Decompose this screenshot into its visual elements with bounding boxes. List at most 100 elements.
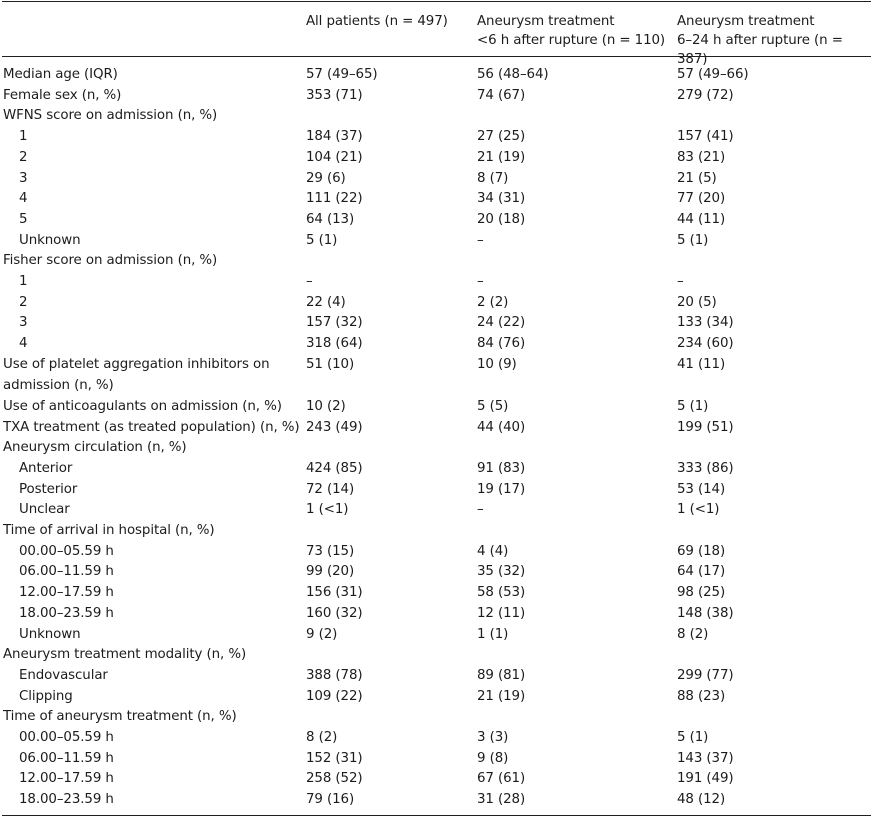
- cell-lt6h: 74 (67): [477, 87, 526, 103]
- cell-all-patients: 5 (1): [306, 232, 338, 248]
- cell-lt6h: 21 (19): [477, 688, 526, 704]
- row-label: Clipping: [19, 688, 73, 704]
- row-label: 00.00–05.59 h: [19, 543, 114, 559]
- cell-6to24h: 48 (12): [677, 792, 726, 808]
- cell-all-patients: 424 (85): [306, 460, 363, 476]
- cell-lt6h: 8 (7): [477, 170, 509, 186]
- cell-6to24h: 234 (60): [677, 336, 734, 352]
- row-label: Posterior: [19, 481, 78, 497]
- table-row: Aneurysm circulation (n, %): [2, 437, 871, 458]
- table-row: 18.00–23.59 h 79 (16) 31 (28) 48 (12): [2, 789, 871, 810]
- table-row: Posterior 72 (14) 19 (17) 53 (14): [2, 479, 871, 500]
- row-label: 12.00–17.59 h: [19, 771, 114, 787]
- cell-6to24h: 83 (21): [677, 149, 726, 165]
- cell-all-patients: –: [306, 274, 313, 289]
- cell-6to24h: 77 (20): [677, 191, 726, 207]
- cell-lt6h: 9 (8): [477, 750, 509, 766]
- header-lt6h: Aneurysm treatment <6 h after rupture (n…: [477, 12, 665, 50]
- cell-lt6h: 19 (17): [477, 481, 526, 497]
- table-row: 00.00–05.59 h 73 (15) 4 (4) 69 (18): [2, 541, 871, 562]
- row-label: 06.00–11.59 h: [19, 750, 114, 766]
- row-label: 1: [19, 129, 28, 145]
- table-row: 12.00–17.59 h 258 (52) 67 (61) 191 (49): [2, 768, 871, 789]
- table-row: 00.00–05.59 h 8 (2) 3 (3) 5 (1): [2, 727, 871, 748]
- cell-6to24h: 8 (2): [677, 626, 709, 642]
- cell-all-patients: 72 (14): [306, 481, 355, 497]
- cell-all-patients: 8 (2): [306, 730, 338, 745]
- cell-lt6h: 34 (31): [477, 191, 526, 207]
- row-label: 00.00–05.59 h: [19, 730, 114, 745]
- row-label: Anterior: [19, 460, 73, 476]
- cell-lt6h: –: [477, 502, 484, 518]
- row-label: 4: [19, 191, 28, 207]
- row-label: 12.00–17.59 h: [19, 585, 114, 601]
- table-top-rule: [2, 1, 871, 3]
- row-label: 2: [19, 149, 28, 165]
- cell-6to24h: 148 (38): [677, 605, 734, 621]
- cell-all-patients: 104 (21): [306, 149, 363, 165]
- table-row: Unknown 5 (1) – 5 (1): [2, 230, 871, 251]
- row-label: Endovascular: [19, 667, 108, 683]
- table-row: 3 157 (32) 24 (22) 133 (34): [2, 312, 871, 333]
- table-row: Time of arrival in hospital (n, %): [2, 520, 871, 541]
- cell-lt6h: 3 (3): [477, 730, 509, 745]
- cell-6to24h: 5 (1): [677, 730, 709, 745]
- cell-6to24h: 21 (5): [677, 170, 717, 186]
- table-row: Time of aneurysm treatment (n, %): [2, 706, 871, 727]
- cell-lt6h: 21 (19): [477, 149, 526, 165]
- cell-lt6h: 91 (83): [477, 460, 526, 476]
- cell-all-patients: 64 (13): [306, 211, 355, 227]
- header-rule: [2, 56, 871, 57]
- table-row: Median age (IQR) 57 (49–65) 56 (48–64) 57 (…: [2, 64, 871, 85]
- cell-6to24h: 5 (1): [677, 398, 709, 414]
- cell-lt6h: 58 (53): [477, 585, 526, 601]
- header-all-patients-text: All patients (n = 497): [306, 14, 448, 29]
- table-row: Female sex (n, %) 353 (71) 74 (67) 279 (72): [2, 85, 871, 106]
- row-label: Unknown: [19, 626, 81, 642]
- table-row: 4 318 (64) 84 (76) 234 (60): [2, 333, 871, 354]
- table-row: Aneurysm treatment modality (n, %): [2, 644, 871, 665]
- row-label: TXA treatment (as treated population) (n…: [3, 419, 300, 435]
- cell-all-patients: 353 (71): [306, 87, 363, 103]
- cell-6to24h: 64 (17): [677, 564, 726, 580]
- cell-all-patients: 156 (31): [306, 585, 363, 601]
- header-lt6h-line2: <6 h after rupture (n = 110): [477, 33, 666, 48]
- cell-all-patients: 51 (10): [306, 356, 355, 372]
- cell-all-patients: 152 (31): [306, 750, 363, 766]
- cell-6to24h: 44 (11): [677, 211, 726, 227]
- table-row: Unknown 9 (2) 1 (1) 8 (2): [2, 624, 871, 645]
- row-label: Time of arrival in hospital (n, %): [3, 523, 215, 538]
- cell-all-patients: 111 (22): [306, 191, 363, 207]
- cell-lt6h: –: [477, 274, 484, 289]
- cell-all-patients: 22 (4): [306, 294, 346, 310]
- row-label: 1: [19, 274, 28, 289]
- cell-lt6h: 84 (76): [477, 336, 526, 352]
- table-row: 4 111 (22) 34 (31) 77 (20): [2, 188, 871, 209]
- row-label: Unclear: [19, 502, 70, 518]
- table-row: 2 22 (4) 2 (2) 20 (5): [2, 292, 871, 313]
- cell-6to24h: 299 (77): [677, 667, 734, 683]
- cell-6to24h: 88 (23): [677, 688, 726, 704]
- table-row: Clipping 109 (22) 21 (19) 88 (23): [2, 686, 871, 707]
- header-lt6h-line1: Aneurysm treatment: [477, 14, 615, 29]
- cell-lt6h: 1 (1): [477, 626, 509, 642]
- table-row: Unclear 1 (<1) – 1 (<1): [2, 499, 871, 520]
- table-row: Fisher score on admission (n, %): [2, 250, 871, 271]
- row-label: Unknown: [19, 232, 81, 248]
- table-row: 1 184 (37) 27 (25) 157 (41): [2, 126, 871, 147]
- header-6to24h-line1: Aneurysm treatment: [677, 14, 815, 29]
- row-label: Use of anticoagulants on admission (n, %…: [3, 398, 282, 414]
- cell-6to24h: 41 (11): [677, 356, 726, 372]
- cell-6to24h: 53 (14): [677, 481, 726, 497]
- header-all-patients: All patients (n = 497): [306, 12, 448, 31]
- row-label: 4: [19, 336, 28, 352]
- table-row: Endovascular 388 (78) 89 (81) 299 (77): [2, 665, 871, 686]
- row-label: Time of aneurysm treatment (n, %): [3, 709, 237, 725]
- cell-6to24h: 199 (51): [677, 419, 734, 435]
- row-label: 5: [19, 211, 28, 227]
- cell-lt6h: 56 (48–64): [477, 67, 549, 82]
- cell-all-patients: 160 (32): [306, 605, 363, 621]
- table-row: TXA treatment (as treated population) (n…: [2, 417, 871, 438]
- cell-6to24h: 5 (1): [677, 232, 709, 248]
- row-label: Aneurysm circulation (n, %): [3, 440, 187, 456]
